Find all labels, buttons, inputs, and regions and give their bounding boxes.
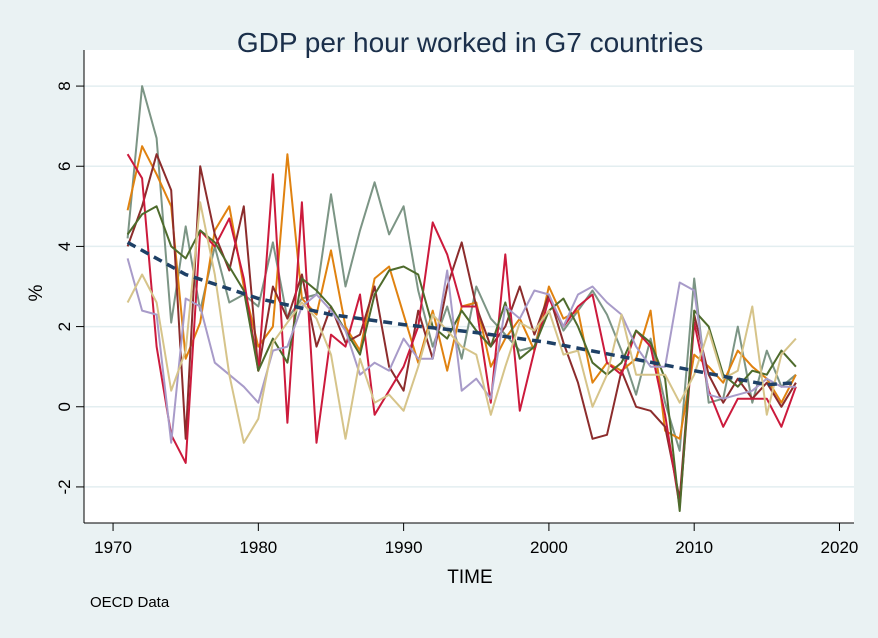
x-tick-label: 2010 bbox=[675, 538, 713, 557]
x-tick-label: 2000 bbox=[530, 538, 568, 557]
y-tick-label: -2 bbox=[55, 479, 74, 494]
plot-area bbox=[84, 50, 854, 523]
series-line-7 bbox=[126, 201, 797, 444]
x-tick-label: 2020 bbox=[821, 538, 859, 557]
axes: -2 0 2 4 6 8 1970 1980 1990 2000 2010 2020 bbox=[55, 50, 858, 557]
series-layer bbox=[126, 85, 797, 512]
y-tick-label: 6 bbox=[55, 162, 74, 171]
series-line-5 bbox=[126, 205, 797, 512]
y-tick-label: 0 bbox=[55, 402, 74, 411]
chart-title: GDP per hour worked in G7 countries bbox=[237, 27, 703, 58]
x-tick-label: 1970 bbox=[94, 538, 132, 557]
y-tick-label: 4 bbox=[55, 242, 74, 251]
series-line-6 bbox=[126, 258, 796, 444]
trend-line bbox=[126, 240, 797, 387]
x-tick-label: 1990 bbox=[385, 538, 423, 557]
y-axis-label: % bbox=[26, 284, 47, 301]
source-note: OECD Data bbox=[90, 594, 170, 611]
x-tick-label: 1980 bbox=[239, 538, 277, 557]
y-tick-label: 2 bbox=[55, 322, 74, 331]
x-axis-label: TIME bbox=[447, 567, 492, 588]
y-tick-label: 8 bbox=[55, 81, 74, 90]
